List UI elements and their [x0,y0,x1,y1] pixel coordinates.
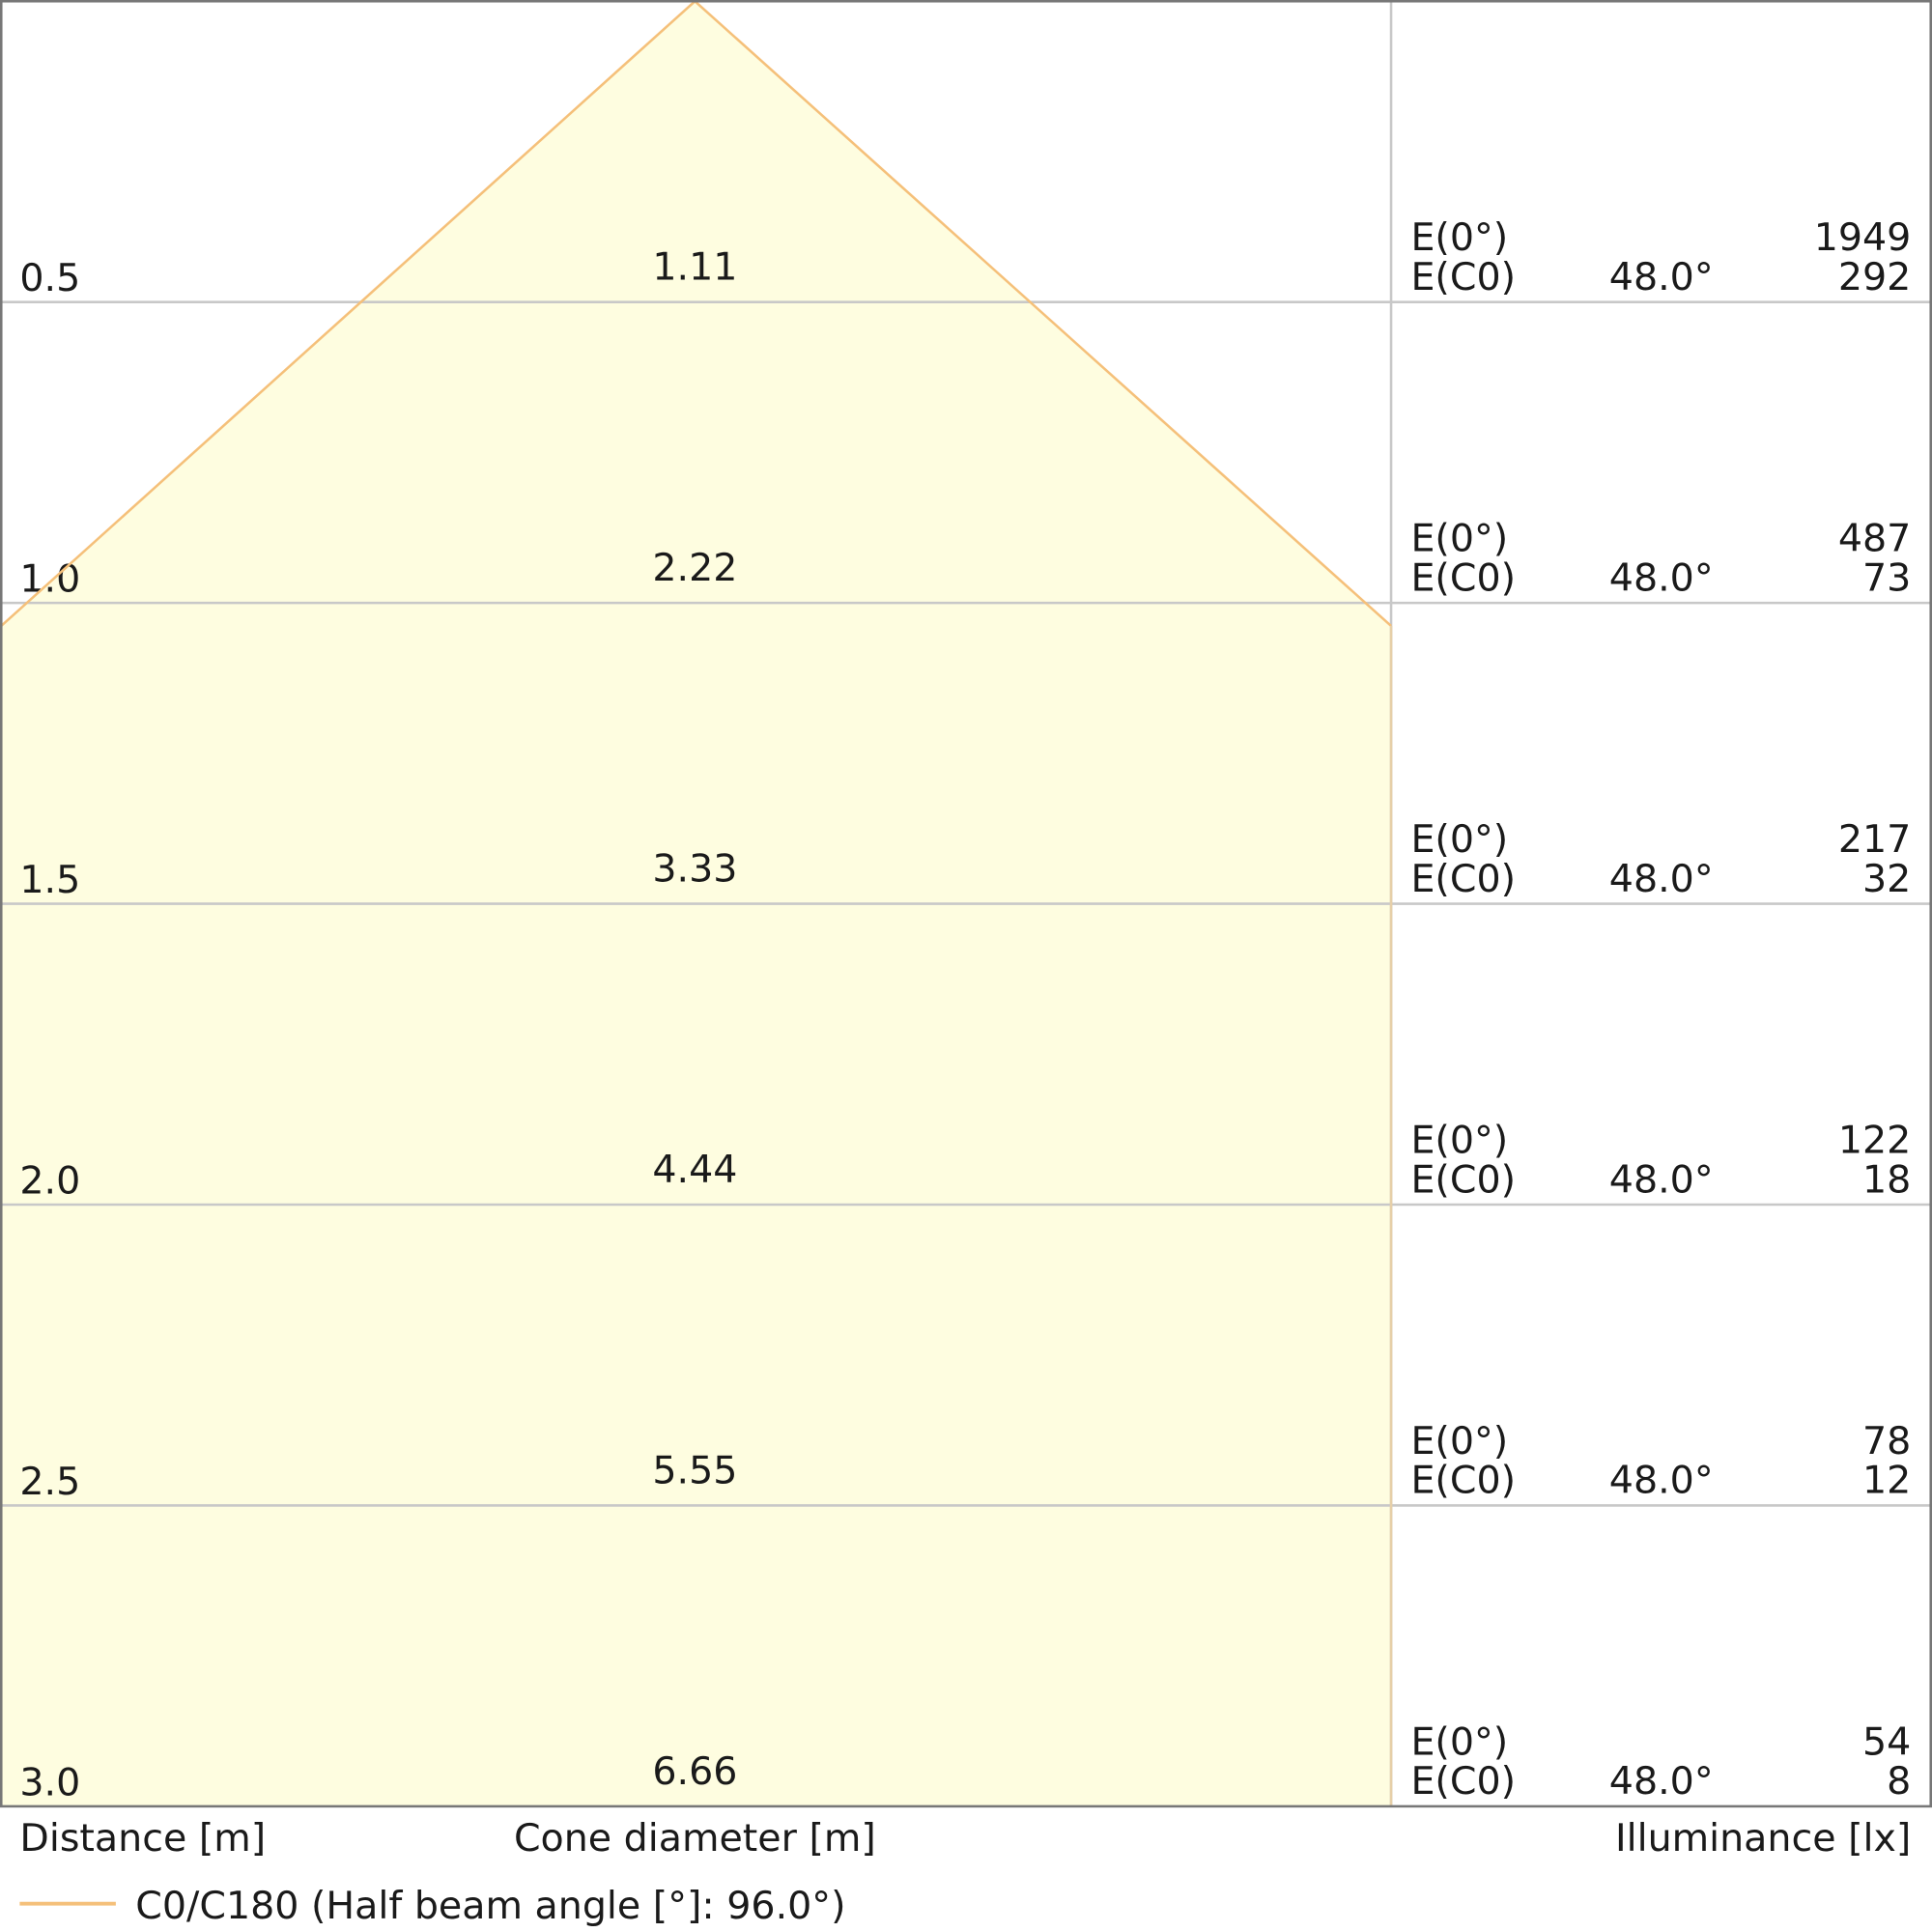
ec0-label: E(C0) [1410,1157,1516,1202]
angle: 48.0° [1609,857,1714,901]
cone-diameter: 6.66 [652,1749,737,1794]
ec0-label: E(C0) [1410,255,1516,299]
angle: 48.0° [1609,1157,1714,1202]
ec0-label: E(C0) [1410,1759,1516,1804]
angle: 48.0° [1609,1459,1714,1503]
ec0-label: E(C0) [1410,555,1516,600]
e0-label: E(0°) [1410,215,1508,260]
legend-label: C0/C180 (Half beam angle [°]: 96.0°) [135,1884,845,1928]
e0-label: E(0°) [1410,1719,1508,1764]
distance: 2.5 [19,1460,80,1504]
cone-diameter: 3.33 [652,847,737,892]
e0-label: E(0°) [1410,817,1508,862]
angle: 48.0° [1609,1759,1714,1804]
cone-diameter: 1.11 [652,245,737,290]
ec0-value: 12 [1862,1459,1911,1503]
axis-label: Illuminance [lx] [1615,1816,1911,1861]
ec0-label: E(C0) [1410,857,1516,901]
ec0-label: E(C0) [1410,1459,1516,1503]
e0-value: 54 [1862,1719,1911,1764]
ec0-value: 8 [1887,1759,1911,1804]
distance: 2.0 [19,1159,80,1204]
e0-label: E(0°) [1410,1118,1508,1162]
distance: 0.5 [19,256,80,300]
e0-label: E(0°) [1410,1419,1508,1463]
cone-diameter: 2.22 [652,546,737,590]
axis-label: Distance [m] [19,1816,266,1861]
ec0-value: 292 [1838,255,1911,299]
e0-value: 1949 [1814,215,1912,260]
distance: 3.0 [19,1760,80,1804]
ec0-value: 32 [1862,857,1911,901]
e0-label: E(0°) [1410,517,1508,561]
e0-value: 78 [1862,1419,1911,1463]
cone-diameter: 4.44 [652,1148,737,1192]
e0-value: 122 [1838,1118,1911,1162]
angle: 48.0° [1609,255,1714,299]
cone-diameter: 5.55 [652,1449,737,1493]
axis-label: Cone diameter [m] [514,1816,876,1861]
e0-value: 487 [1838,517,1911,561]
angle: 48.0° [1609,555,1714,600]
ec0-value: 73 [1862,555,1911,600]
distance: 1.5 [19,858,80,902]
ec0-value: 18 [1862,1157,1911,1202]
e0-value: 217 [1838,817,1911,862]
frame [0,0,1932,1808]
